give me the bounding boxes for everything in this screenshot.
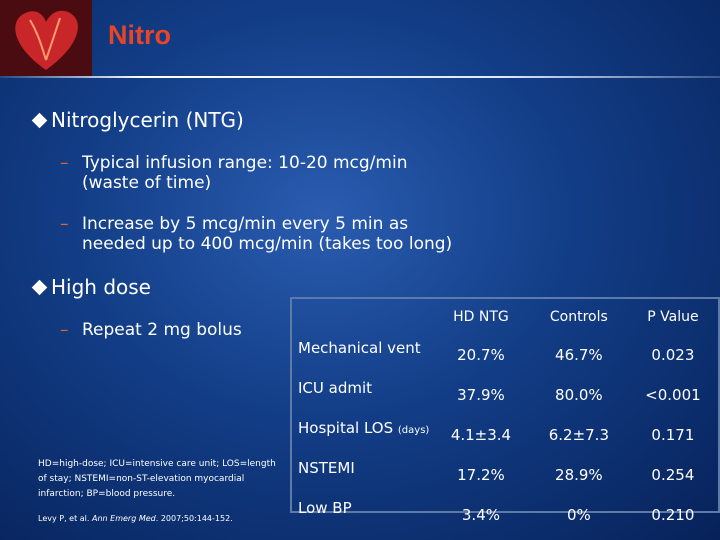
- table-cell: 37.9%: [457, 386, 505, 404]
- column-header: Controls: [549, 309, 608, 325]
- header-row: HD NTG Controls P Value: [292, 299, 718, 335]
- sub-bullet-line: (waste of time): [82, 173, 212, 193]
- table-cell: 20.7%: [457, 346, 505, 364]
- table-cell: 46.7%: [555, 346, 603, 364]
- table-cell: 4.1±3.4: [450, 426, 512, 444]
- sub-bullet: – Typical infusion range: 10-20 mcg/min (w…: [60, 153, 408, 193]
- table-cell: 17.2%: [457, 466, 505, 484]
- table-frame: HD NTG Controls P Value Mechanical vent 20.7…: [290, 297, 720, 524]
- sub-bullet-line: Repeat 2 mg bolus: [82, 320, 242, 340]
- table-row: Low BP 3.4% 0% 0.210: [292, 495, 718, 535]
- sub-bullet-line: needed up to 400 mcg/min (takes too long…: [82, 234, 453, 254]
- table-cell: 0.171: [651, 426, 695, 444]
- row-label-cell: Hospital LOS (days): [292, 415, 432, 455]
- table-cell: 0.023: [651, 346, 695, 364]
- table-cell: 80.0%: [555, 386, 603, 404]
- bullet: Nitroglycerin (NTG): [31, 108, 244, 132]
- table: HD NTG Controls P Value Mechanical vent 20.7…: [292, 299, 718, 535]
- row-label: ICU admit: [298, 379, 373, 397]
- table-row: Mechanical vent 20.7% 46.7% 0.023: [292, 335, 718, 375]
- ref-authors: Levy P, et al.: [38, 514, 92, 523]
- table-row: Hospital LOS (days) 4.1±3.4 6.2±7.3 0.171: [292, 415, 718, 455]
- table-cell: 0.210: [651, 506, 695, 524]
- bullet-text: Nitroglycerin (NTG): [51, 108, 244, 132]
- corner-cell: [292, 299, 432, 335]
- bullet: High dose: [31, 275, 151, 299]
- row-label-cell: Mechanical vent: [292, 335, 432, 375]
- row-label-cell: Low BP: [292, 495, 432, 535]
- table-cell: 0%: [566, 506, 591, 524]
- row-label-cell: ICU admit: [292, 375, 432, 415]
- row-label-cell: NSTEMI: [292, 455, 432, 495]
- slide-title: Nitro: [108, 20, 171, 50]
- table-cell: 0.254: [651, 466, 695, 484]
- table-cell: 28.9%: [555, 466, 603, 484]
- ref-journal: Ann Emerg Med: [91, 514, 156, 523]
- row-label: NSTEMI: [298, 459, 355, 477]
- row-label: Low BP: [298, 499, 352, 517]
- sub-bullet-line: Increase by 5 mcg/min every 5 min as: [82, 214, 409, 234]
- footnote: HD=high-dose; ICU=intensive care unit; L…: [38, 459, 276, 499]
- row-label: Mechanical vent: [298, 339, 421, 357]
- row-label-note: (days): [397, 425, 430, 436]
- table-cell: 3.4%: [461, 506, 500, 524]
- column-header: HD NTG: [453, 309, 509, 325]
- heart-image: [0, 0, 92, 76]
- table-cell: 6.2±7.3: [548, 426, 609, 444]
- sub-bullet: – Increase by 5 mcg/min every 5 min as nee…: [60, 214, 453, 254]
- table-cell: <0.001: [645, 386, 701, 404]
- table-row: NSTEMI 17.2% 28.9% 0.254: [292, 455, 718, 495]
- title-rule: [0, 76, 720, 78]
- reference: Levy P, et al. Ann Emerg Med. 2007;50:14…: [38, 514, 233, 523]
- bullet-text: High dose: [51, 275, 151, 299]
- column-header: P Value: [647, 309, 699, 325]
- ref-citation: . 2007;50:144-152.: [155, 514, 233, 523]
- table-row: ICU admit 37.9% 80.0% <0.001: [292, 375, 718, 415]
- sub-bullet: – Repeat 2 mg bolus: [60, 320, 242, 340]
- sub-bullet-line: Typical infusion range: 10-20 mcg/min: [82, 153, 408, 173]
- row-label: Hospital LOS: [298, 419, 394, 437]
